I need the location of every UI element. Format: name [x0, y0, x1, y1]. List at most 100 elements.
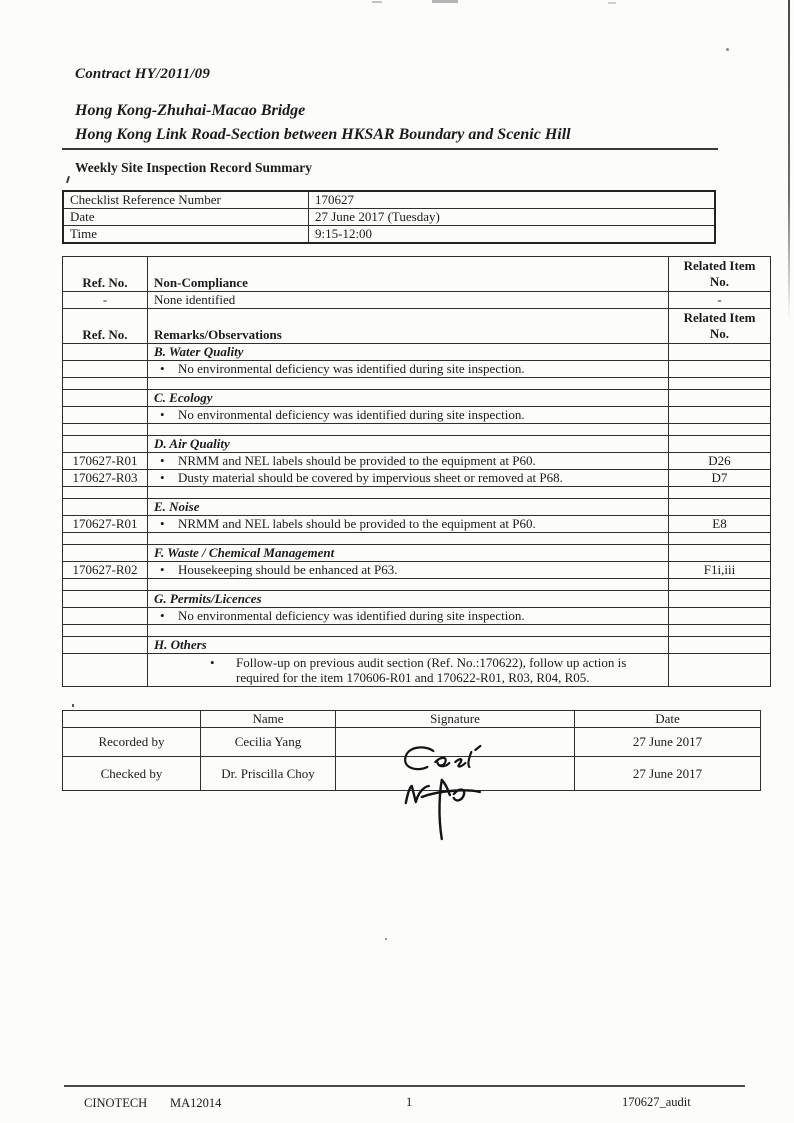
description-cell [147, 423, 669, 436]
remark-text: Housekeeping should be enhanced at P63. [178, 562, 398, 577]
description-cell: Remarks/Observations [147, 308, 669, 344]
record-row: 170627-R03 • Dusty material should be cove… [62, 469, 771, 487]
section-header-row: F. Waste / Chemical Management [62, 544, 771, 562]
description-cell: E. Noise [147, 498, 669, 516]
description-cell: Non-Compliance [147, 256, 669, 292]
table-row: Time 9:15-12:00 [62, 225, 716, 244]
remark-text: Follow-up on previous audit section (Ref… [236, 655, 627, 685]
description-cell: • NRMM and NEL labels should be provided … [147, 515, 669, 533]
remark-text: No environmental deficiency was identifi… [178, 608, 525, 623]
scan-artifact [608, 2, 616, 4]
scan-artifact [726, 48, 729, 51]
info-label: Checklist Reference Number [62, 190, 309, 209]
remark-text: NRMM and NEL labels should be provided t… [178, 516, 536, 531]
recorded-date: 27 June 2017 [574, 727, 761, 757]
section-header-row: G. Permits/Licences [62, 590, 771, 608]
scan-artifact [65, 175, 71, 184]
description-cell [147, 578, 669, 591]
project-title: Hong Kong-Zhuhai-Macao Bridge [75, 102, 306, 119]
description-cell: H. Others [147, 636, 669, 654]
section-title: E. Noise [154, 499, 200, 514]
ref-no-cell [62, 607, 148, 625]
signature-table: Name Signature Date Recorded by Cecilia … [62, 710, 761, 840]
table-row: Date 27 June 2017 (Tuesday) [62, 208, 716, 226]
related-item-cell [668, 406, 771, 424]
footer-contract-code: MA12014 [170, 1096, 222, 1110]
recorder-signature-cell [335, 727, 575, 771]
description-cell: G. Permits/Licences [147, 590, 669, 608]
description-cell: • No environmental deficiency was identif… [147, 406, 669, 424]
record-row: • No environmental deficiency was identif… [62, 607, 771, 625]
remark-text: Dusty material should be covered by impe… [178, 470, 563, 485]
section-header-row: H. Others [62, 636, 771, 654]
section-title: D. Air Quality [154, 436, 230, 451]
description-cell [147, 377, 669, 390]
info-label: Time [62, 225, 309, 244]
column-header-row: Ref. No. Non-Compliance Related Item No. [62, 256, 771, 292]
ref-no-cell [62, 498, 148, 516]
checker-signature-cell [335, 756, 575, 840]
checked-by-row: Checked by Dr. Priscilla Choy [62, 756, 761, 840]
bullet-icon: • [160, 470, 165, 485]
checklist-info-table: Checklist Reference Number 170627 Date 2… [62, 190, 716, 244]
bullet-icon: • [160, 516, 165, 531]
related-item-cell [668, 486, 771, 499]
related-item-cell [668, 636, 771, 654]
contract-number: Contract HY/2011/09 [75, 66, 211, 82]
scan-artifact [72, 704, 74, 707]
recorded-by-row: Recorded by Cecilia Yang [62, 727, 761, 771]
bullet-icon: • [160, 407, 165, 422]
remark-text: No environmental deficiency was identifi… [178, 361, 525, 376]
related-item-cell [668, 498, 771, 516]
ref-no-cell: 170627-R01 [62, 452, 148, 470]
footer-divider [64, 1085, 745, 1087]
section-header-row: E. Noise [62, 498, 771, 516]
project-section-title: Hong Kong Link Road-Section between HKSA… [75, 126, 571, 143]
related-item-cell: Related Item No. [668, 256, 771, 292]
ref-no-cell [62, 360, 148, 378]
ref-no-cell [62, 590, 148, 608]
ref-no-cell [62, 435, 148, 453]
spacer-row [62, 423, 771, 436]
related-item-cell: F1i,iii [668, 561, 771, 579]
ref-no-cell: 170627-R02 [62, 561, 148, 579]
record-row: - None identified - [62, 291, 771, 309]
record-row: 170627-R01 • NRMM and NEL labels should be… [62, 452, 771, 470]
ref-no-cell [62, 389, 148, 407]
signature-header-date: Date [574, 710, 761, 728]
signature-header-signature: Signature [335, 710, 575, 728]
column-header-row: Ref. No. Remarks/Observations Related Item… [62, 308, 771, 344]
spacer-row [62, 486, 771, 499]
info-value: 170627 [308, 190, 716, 209]
related-item-cell [668, 377, 771, 390]
description-cell [147, 486, 669, 499]
description-cell: F. Waste / Chemical Management [147, 544, 669, 562]
scan-artifact [372, 1, 382, 3]
ref-no-cell: 170627-R03 [62, 469, 148, 487]
recorder-name: Cecilia Yang [200, 727, 336, 757]
header-divider [62, 148, 718, 150]
remark-text: NRMM and NEL labels should be provided t… [178, 453, 536, 468]
ref-no-cell [62, 406, 148, 424]
role-label: Recorded by [62, 727, 201, 757]
bullet-icon: • [160, 453, 165, 468]
checked-date: 27 June 2017 [574, 756, 761, 791]
related-item-cell [668, 653, 771, 687]
description-cell: • Dusty material should be covered by imp… [147, 469, 669, 487]
signature-header-row: Name Signature Date [62, 710, 761, 728]
signature-header-blank [62, 710, 201, 728]
table-row: Checklist Reference Number 170627 [62, 190, 716, 209]
scan-artifact [385, 938, 387, 940]
section-header-row: D. Air Quality [62, 435, 771, 453]
ref-no-cell: Ref. No. [62, 256, 148, 292]
ref-no-cell [62, 377, 148, 390]
ref-no-cell: Ref. No. [62, 308, 148, 344]
description-cell: • No environmental deficiency was identif… [147, 360, 669, 378]
inspection-record-table: Ref. No. Non-Compliance Related Item No. - N… [62, 256, 771, 687]
footer-organization: CINOTECH [84, 1096, 148, 1110]
section-title: C. Ecology [154, 390, 213, 405]
description-cell [147, 532, 669, 545]
related-item-cell [668, 544, 771, 562]
ref-no-cell [62, 544, 148, 562]
